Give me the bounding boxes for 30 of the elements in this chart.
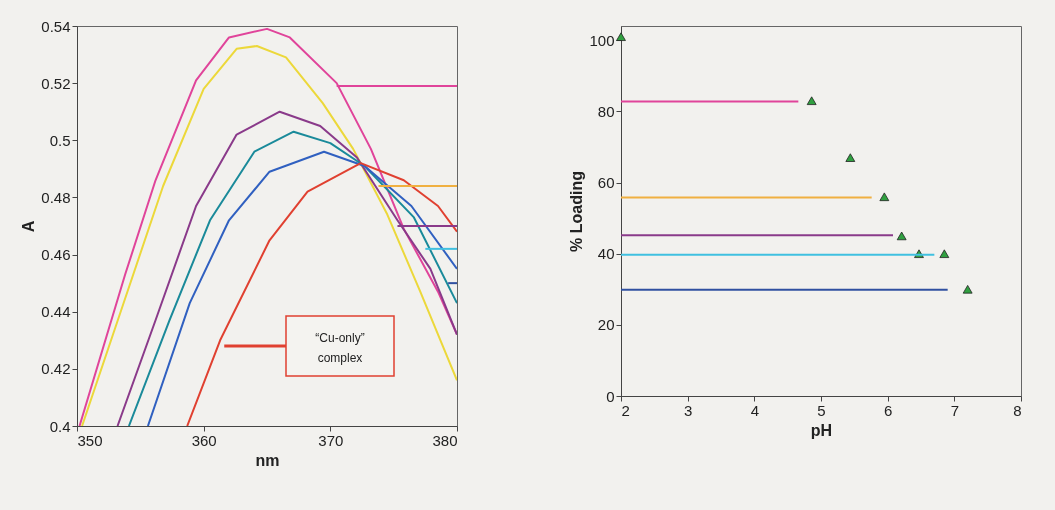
y-axis-title: % Loading	[568, 171, 586, 252]
y-tick-label: 60	[597, 174, 615, 192]
x-axis-title: nm	[255, 451, 280, 469]
x-tick-label: 2	[621, 401, 630, 419]
y-tick-label: 0.5	[49, 131, 71, 149]
x-tick-label: 7	[950, 401, 960, 419]
y-tick-label: 0.48	[41, 188, 71, 206]
x-axis-title: pH	[810, 421, 833, 439]
y-tick-label: 40	[597, 245, 615, 263]
y-tick-label: 0.52	[41, 74, 71, 92]
y-axis-title: A	[20, 220, 38, 233]
y-tick-label: 100	[589, 31, 615, 49]
x-tick-label: 6	[883, 401, 893, 419]
x-tick-label: 8	[1013, 401, 1022, 419]
x-tick-label: 5	[817, 401, 826, 419]
x-tick-label: 380	[432, 431, 458, 449]
y-tick-label: 0.42	[41, 360, 71, 378]
y-tick-label: 80	[597, 102, 615, 120]
x-tick-label: 4	[750, 401, 760, 419]
annotation: “Cu-only” complex	[315, 331, 365, 365]
y-tick-label: 0.46	[41, 246, 71, 264]
y-tick-label: 0	[606, 387, 615, 405]
x-tick-label: 350	[77, 431, 103, 449]
y-tick-label: 0.4	[49, 417, 71, 435]
x-tick-label: 3	[683, 401, 693, 419]
y-tick-label: 0.44	[41, 303, 71, 321]
x-tick-label: 370	[318, 431, 344, 449]
y-tick-label: 20	[597, 316, 615, 334]
x-tick-label: 360	[191, 431, 217, 449]
y-tick-label: 0.54	[41, 17, 71, 35]
